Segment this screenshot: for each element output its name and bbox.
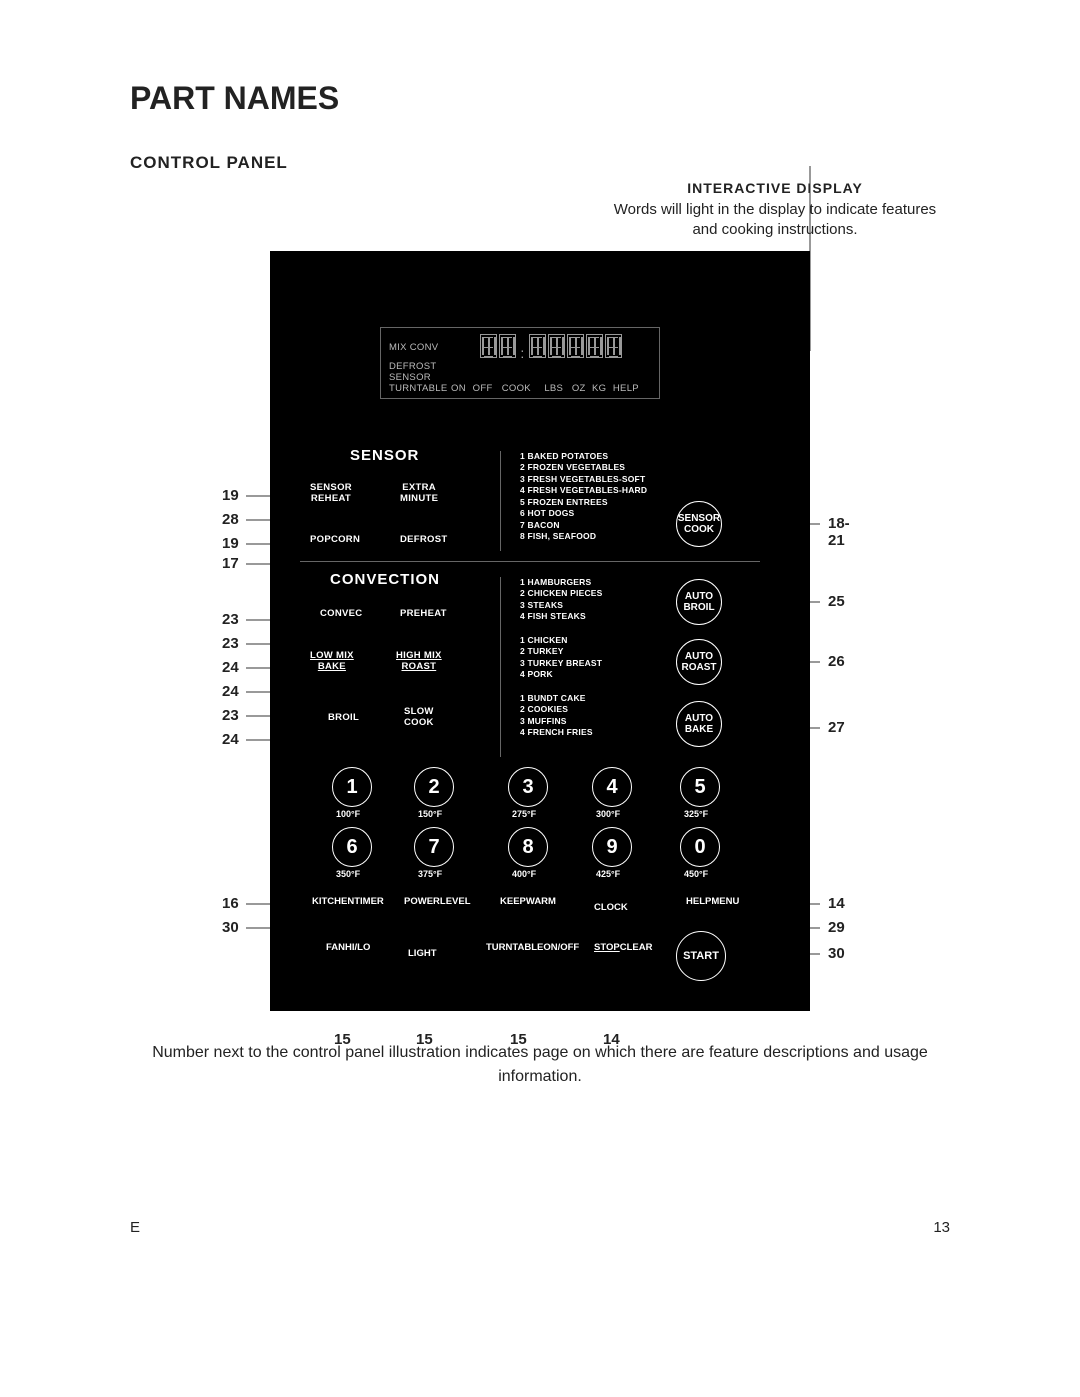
display-label-oz: OZ xyxy=(572,383,592,394)
ref-left-0: 19 xyxy=(222,487,239,504)
num-6-label: 350°F xyxy=(336,869,360,879)
sensor-cook-list: 1 BAKED POTATOES2 FROZEN VEGETABLES3 FRE… xyxy=(520,451,647,543)
light-button[interactable]: LIGHT xyxy=(408,949,437,959)
ref-right-0: 18-21 xyxy=(828,515,850,549)
ref-left-7: 24 xyxy=(222,683,239,700)
slow-cook-button[interactable]: SLOWCOOK xyxy=(404,707,434,729)
ref-left-8: 23 xyxy=(222,707,239,724)
auto-bake-list: 1 BUNDT CAKE2 COOKIES3 MUFFINS4 FRENCH F… xyxy=(520,693,593,739)
num-8-label: 400°F xyxy=(512,869,536,879)
ref-left-3: 17 xyxy=(222,555,239,572)
popcorn-button[interactable]: POPCORN xyxy=(310,535,360,546)
num-5-button[interactable]: 5 xyxy=(680,767,720,807)
ref-bottom-0: 15 xyxy=(334,1031,351,1048)
sensor-reheat-button[interactable]: SENSORREHEAT xyxy=(310,483,352,505)
sensor-title: SENSOR xyxy=(350,447,419,464)
display-label-turntable: TURNTABLE xyxy=(389,383,451,394)
low-mix-bake-button[interactable]: LOW MIXBAKE xyxy=(310,651,354,673)
auto-roast-button[interactable]: AUTOROAST xyxy=(676,639,722,685)
num-4-button[interactable]: 4 xyxy=(592,767,632,807)
num-8-button[interactable]: 8 xyxy=(508,827,548,867)
page-title: PART NAMES xyxy=(130,80,950,117)
ref-right-2: 26 xyxy=(828,653,845,670)
start-button[interactable]: START xyxy=(676,931,726,981)
ref-left-11: 30 xyxy=(222,919,239,936)
convection-title: CONVECTION xyxy=(330,571,440,588)
ref-bottom-3: 14 xyxy=(603,1031,620,1048)
stop-clear-button[interactable]: STOPCLEAR xyxy=(594,943,652,953)
display-row1: MIX CONV xyxy=(389,334,451,361)
ref-right-3: 27 xyxy=(828,719,845,736)
num-7-button[interactable]: 7 xyxy=(414,827,454,867)
display-label-off: OFF xyxy=(473,383,502,394)
auto-roast-list: 1 CHICKEN2 TURKEY3 TURKEY BREAST4 PORK xyxy=(520,635,602,681)
kitchen-timer-button[interactable]: KITCHENTIMER xyxy=(312,897,384,907)
auto-broil-list: 1 HAMBURGERS2 CHICKEN PIECES3 STEAKS4 FI… xyxy=(520,577,603,623)
preheat-button[interactable]: PREHEAT xyxy=(400,609,447,620)
interactive-display-title: INTERACTIVE DISPLAY xyxy=(600,180,950,196)
footer-left: E xyxy=(130,1219,140,1236)
num-2-label: 150°F xyxy=(418,809,442,819)
ref-bottom-1: 15 xyxy=(416,1031,433,1048)
ref-left-9: 24 xyxy=(222,731,239,748)
ref-right-5: 29 xyxy=(828,919,845,936)
display-label-help: HELP xyxy=(613,383,651,394)
num-5-label: 325°F xyxy=(684,809,708,819)
footnote: Number next to the control panel illustr… xyxy=(130,1041,950,1089)
defrost-button[interactable]: DEFROST xyxy=(400,535,448,546)
num-3-button[interactable]: 3 xyxy=(508,767,548,807)
high-mix-roast-button[interactable]: HIGH MIXROAST xyxy=(396,651,442,673)
num-0-label: 450°F xyxy=(684,869,708,879)
ref-left-1: 28 xyxy=(222,511,239,528)
ref-left-2: 19 xyxy=(222,535,239,552)
ref-right-1: 25 xyxy=(828,593,845,610)
num-1-label: 100°F xyxy=(336,809,360,819)
num-2-button[interactable]: 2 xyxy=(414,767,454,807)
interactive-display-info: INTERACTIVE DISPLAY Words will light in … xyxy=(600,180,950,241)
display-label-kg: KG xyxy=(592,383,613,394)
display-label-lbs: LBS xyxy=(544,383,572,394)
keep-warm-button[interactable]: KEEPWARM xyxy=(500,897,556,907)
ref-left-6: 24 xyxy=(222,659,239,676)
auto-bake-button[interactable]: AUTOBAKE xyxy=(676,701,722,747)
ref-left-5: 23 xyxy=(222,635,239,652)
display-row3: SENSOR xyxy=(389,372,451,383)
broil-button[interactable]: BROIL xyxy=(328,713,359,724)
panel-wrap: 19 28 19 17 23 23 24 24 23 24 16 30 18-2… xyxy=(270,251,810,1011)
num-6-button[interactable]: 6 xyxy=(332,827,372,867)
section-title: CONTROL PANEL xyxy=(130,153,950,173)
sensor-cook-button[interactable]: SENSORCOOK xyxy=(676,501,722,547)
ref-right-4: 14 xyxy=(828,895,845,912)
display-row2: DEFROST xyxy=(389,361,451,372)
fan-hilo-button[interactable]: FANHI/LO xyxy=(326,943,370,953)
page-footer: E 13 xyxy=(130,1219,950,1236)
num-7-label: 375°F xyxy=(418,869,442,879)
num-9-label: 425°F xyxy=(596,869,620,879)
footer-right: 13 xyxy=(933,1219,950,1236)
control-panel: MIX CONV : DEFROST SENSOR TURNTABLE ON O… xyxy=(270,251,810,1011)
num-3-label: 275°F xyxy=(512,809,536,819)
display-label-cook: COOK xyxy=(502,383,545,394)
num-9-button[interactable]: 9 xyxy=(592,827,632,867)
num-1-button[interactable]: 1 xyxy=(332,767,372,807)
display-label-on: ON xyxy=(451,383,473,394)
num-4-label: 300°F xyxy=(596,809,620,819)
ref-bottom-2: 15 xyxy=(510,1031,527,1048)
auto-broil-button[interactable]: AUTOBROIL xyxy=(676,579,722,625)
ref-left-4: 23 xyxy=(222,611,239,628)
ref-left-10: 16 xyxy=(222,895,239,912)
interactive-display-text: Words will light in the display to indic… xyxy=(600,200,950,241)
ref-right-6: 30 xyxy=(828,945,845,962)
power-level-button[interactable]: POWERLEVEL xyxy=(404,897,471,907)
turntable-button[interactable]: TURNTABLEON/OFF xyxy=(486,943,579,953)
extra-minute-button[interactable]: EXTRAMINUTE xyxy=(400,483,438,505)
convec-button[interactable]: CONVEC xyxy=(320,609,362,620)
help-menu-button[interactable]: HELPMENU xyxy=(686,897,739,907)
clock-button[interactable]: CLOCK xyxy=(594,903,628,913)
lcd-display: MIX CONV : DEFROST SENSOR TURNTABLE ON O… xyxy=(380,327,660,399)
num-0-button[interactable]: 0 xyxy=(680,827,720,867)
